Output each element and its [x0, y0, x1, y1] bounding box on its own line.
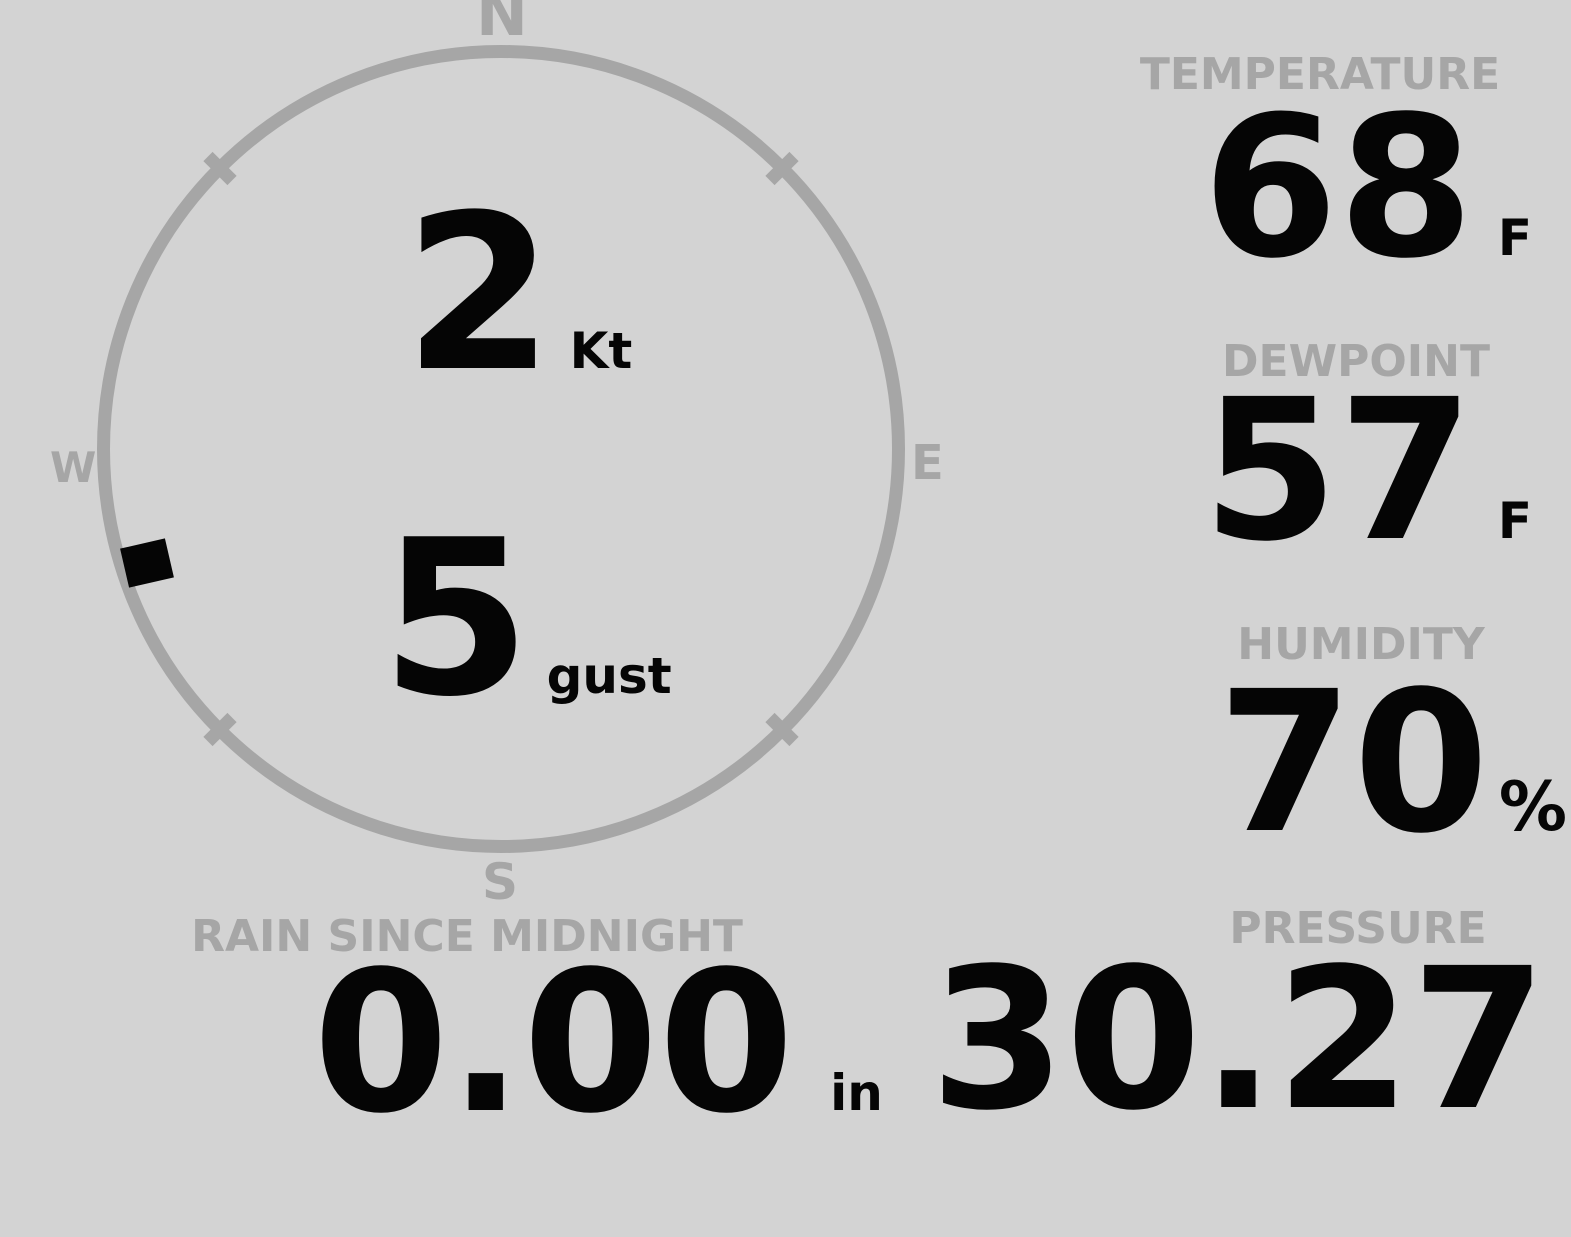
cardinal-north-label: N [476, 0, 528, 50]
dewpoint-unit: F [1497, 492, 1532, 550]
temperature-value: 68 [1202, 74, 1474, 301]
cardinal-south-label: S [481, 853, 519, 911]
wind-speed-unit: Kt [569, 322, 633, 380]
temperature-unit: F [1497, 209, 1532, 267]
pressure-label: PRESSURE [1229, 903, 1487, 954]
pressure-readout: 30.27 in [930, 942, 1571, 1137]
wind-gust-value: 5 [381, 493, 531, 744]
temperature-readout: 68 F [1202, 90, 1532, 285]
wind-speed-readout: 2 Kt [404, 186, 632, 401]
pressure-value: 30.27 [930, 926, 1547, 1153]
cardinal-east-label: E [911, 435, 944, 491]
cardinal-west-label: W [50, 443, 97, 492]
dewpoint-value: 57 [1202, 357, 1474, 584]
humidity-value: 70 [1217, 649, 1489, 876]
wind-gust-unit: gust [546, 647, 672, 705]
humidity-readout: 70 % [1217, 665, 1567, 860]
humidity-label: HUMIDITY [1237, 619, 1485, 670]
wind-gust-readout: 5 gust [381, 511, 672, 726]
rain-value: 0.00 [313, 929, 795, 1156]
wind-speed-value: 2 [404, 168, 554, 419]
dewpoint-readout: 57 F [1202, 373, 1532, 568]
humidity-unit: % [1498, 768, 1567, 847]
rain-readout: 0.00 in [313, 945, 883, 1140]
rain-unit: in [830, 1064, 883, 1122]
temperature-label: TEMPERATURE [1139, 49, 1501, 100]
rain-label: RAIN SINCE MIDNIGHT [191, 911, 743, 962]
dewpoint-label: DEWPOINT [1222, 336, 1490, 387]
